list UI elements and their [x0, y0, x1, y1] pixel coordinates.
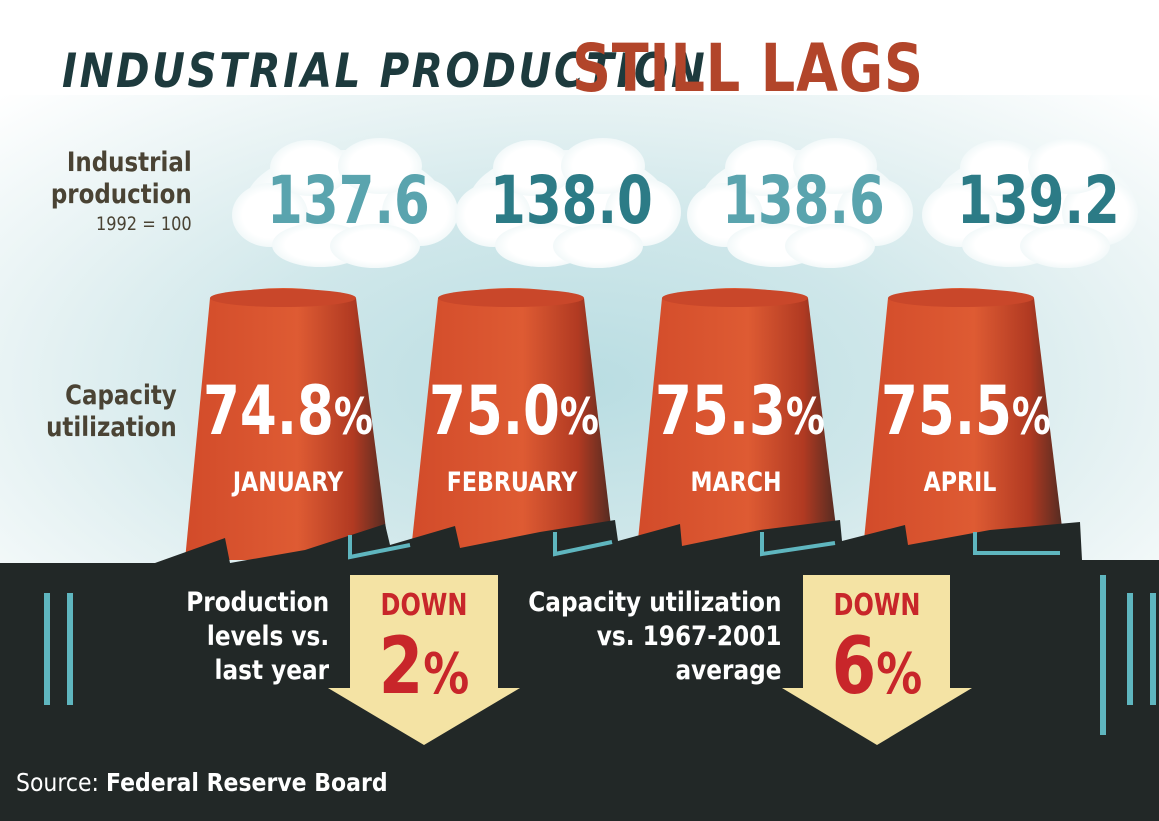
down-arrow-1	[328, 575, 520, 745]
capacity-label: Capacity utilization	[46, 380, 177, 444]
production-value-april: 139.2	[957, 162, 1120, 239]
down-unit-2: %	[876, 642, 923, 707]
capacity-unit-march: %	[785, 388, 825, 446]
note-production: Production levels vs. last year	[186, 586, 329, 688]
month-february: FEBRUARY	[446, 467, 578, 498]
down-number-1: 2	[378, 622, 424, 712]
month-march: MARCH	[690, 467, 782, 498]
cloud-2	[455, 138, 681, 268]
cloud-3	[687, 138, 913, 268]
source-credit: Source: Federal Reserve Board	[16, 768, 388, 797]
capacity-unit-january: %	[333, 388, 373, 446]
cloud-1	[232, 138, 458, 268]
down-label-1: DOWN	[380, 588, 468, 623]
source-name: Federal Reserve Board	[105, 768, 388, 797]
capacity-value-january: 74.8%	[194, 372, 381, 451]
down-unit-1: %	[423, 642, 470, 707]
capacity-unit-april: %	[1011, 388, 1051, 446]
down-value-1: 2%	[363, 622, 486, 712]
note-production-line1: Production	[186, 587, 329, 618]
smokestack-march	[636, 288, 840, 560]
month-january: JANUARY	[232, 467, 344, 498]
down-number-2: 6	[831, 622, 877, 712]
smokestack-february	[410, 288, 615, 560]
smokestack-january	[185, 288, 390, 560]
production-label-line2: production	[51, 179, 192, 210]
capacity-number-february: 75.0	[429, 372, 560, 451]
production-label: Industrial production 1992 = 100	[51, 147, 192, 237]
capacity-number-march: 75.3	[655, 372, 786, 451]
capacity-label-line2: utilization	[46, 412, 177, 443]
roof-trim	[348, 532, 1060, 560]
title-primary: INDUSTRIAL PRODUCTION	[62, 44, 708, 99]
month-april: APRIL	[923, 467, 997, 498]
capacity-value-february: 75.0%	[420, 372, 607, 451]
title-accent: STILL LAGS	[572, 30, 924, 107]
note-capacity-line2: vs. 1967-2001	[597, 621, 782, 652]
source-prefix: Source:	[16, 768, 99, 797]
capacity-number-april: 75.5	[881, 372, 1012, 451]
production-base: 1992 = 100	[96, 213, 192, 235]
production-value-january: 137.6	[267, 162, 430, 239]
smokestack-april	[862, 288, 1066, 560]
cloud-4	[922, 138, 1138, 268]
note-capacity: Capacity utilization vs. 1967-2001 avera…	[529, 586, 782, 688]
capacity-unit-february: %	[559, 388, 599, 446]
down-label-2: DOWN	[833, 588, 921, 623]
capacity-number-january: 74.8	[203, 372, 334, 451]
down-arrow-2	[782, 575, 972, 745]
capacity-value-april: 75.5%	[872, 372, 1059, 451]
production-label-line1: Industrial	[67, 147, 192, 178]
capacity-label-line1: Capacity	[65, 380, 177, 411]
production-value-march: 138.6	[722, 162, 885, 239]
production-value-february: 138.0	[490, 162, 653, 239]
window-bars	[44, 575, 1156, 735]
note-capacity-line1: Capacity utilization	[528, 587, 782, 618]
capacity-value-march: 75.3%	[646, 372, 833, 451]
down-value-2: 6%	[816, 622, 939, 712]
note-production-line3: last year	[214, 655, 329, 686]
note-capacity-line3: average	[675, 655, 782, 686]
note-production-line2: levels vs.	[206, 621, 329, 652]
